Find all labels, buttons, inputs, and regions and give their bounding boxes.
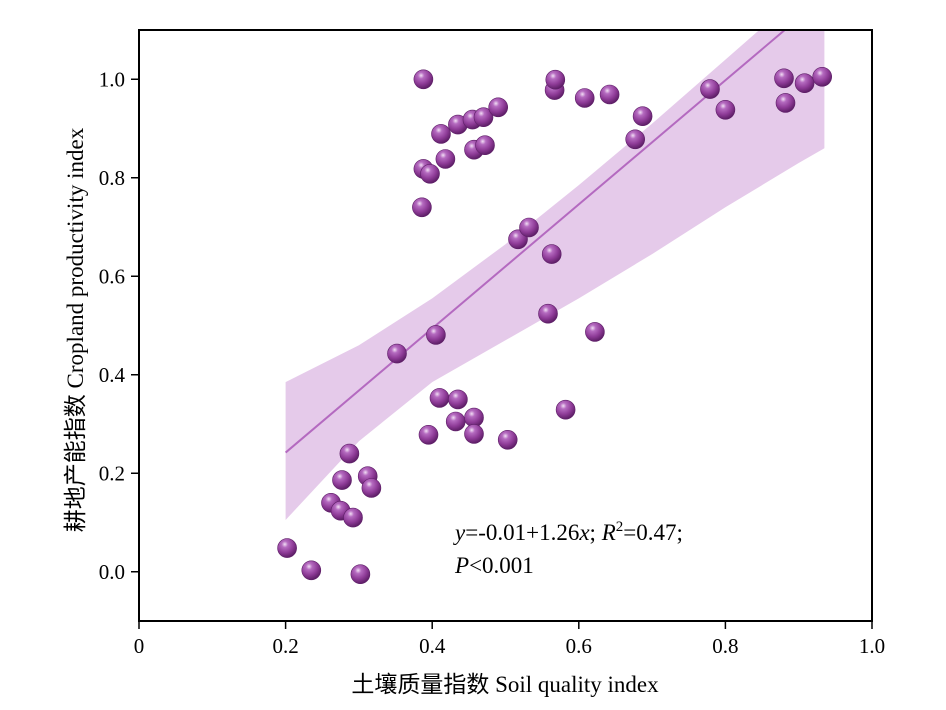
data-point [445, 411, 466, 432]
eq-separator: ; [590, 520, 602, 545]
fit-line-layer [284, 30, 787, 454]
data-point [585, 322, 605, 342]
x-tick-label: 0.8 [712, 634, 738, 658]
fit-line [284, 30, 787, 454]
data-point [332, 470, 352, 490]
p-value: P<0.001 [454, 553, 534, 578]
y-tick-label: 0.0 [99, 560, 125, 584]
data-point [343, 507, 363, 528]
data-point [413, 69, 434, 90]
x-axis-ticks: 0 0.2 0.4 0.6 0.8 1.0 [134, 621, 885, 658]
data-point [435, 149, 456, 169]
data-point [599, 84, 620, 105]
x-tick-label: 0.2 [272, 634, 298, 658]
data-point [418, 424, 439, 445]
data-point [497, 429, 518, 450]
data-point [420, 164, 440, 184]
x-tick-label: 0.4 [419, 634, 446, 658]
y-axis-ticks: 0.0 0.2 0.4 0.6 0.8 1.0 [99, 67, 139, 584]
data-point [625, 129, 646, 150]
data-point [519, 217, 539, 238]
eq-r-superscript: 2 [616, 519, 624, 535]
y-axis-title: 耕地产能指数 Cropland productivity index [63, 127, 88, 532]
eq-x-symbol: x [578, 520, 590, 545]
y-tick-label: 0.4 [99, 363, 126, 387]
data-point [700, 79, 720, 99]
x-axis-title: 土壤质量指数 Soil quality index [351, 672, 659, 697]
data-point [387, 343, 407, 364]
data-point [431, 124, 451, 144]
data-point [774, 68, 794, 89]
data-point [464, 424, 484, 444]
data-point [555, 399, 576, 420]
p-symbol: P [454, 553, 469, 578]
data-point [812, 67, 833, 87]
data-point [538, 303, 558, 324]
data-point [277, 538, 297, 558]
y-tick-label: 0.8 [99, 166, 125, 190]
x-tick-label: 0 [134, 634, 145, 658]
eq-y-symbol: y [453, 520, 466, 545]
data-point [426, 325, 446, 345]
plot-frame [138, 29, 873, 622]
confidence-band-layer [285, 30, 825, 520]
data-point [775, 93, 796, 113]
data-point [412, 197, 432, 218]
data-point [794, 73, 815, 93]
regression-equation: y=-0.01+1.26x; R2=0.47; [453, 519, 683, 545]
data-point [339, 443, 360, 464]
x-tick-label: 1.0 [859, 634, 885, 658]
eq-body: =-0.01+1.26 [465, 520, 579, 545]
data-point [715, 100, 736, 120]
p-rest: <0.001 [469, 553, 534, 578]
y-tick-label: 0.2 [99, 461, 125, 485]
data-point [475, 135, 495, 155]
data-point [448, 389, 468, 410]
eq-r2-value: =0.47; [623, 520, 683, 545]
y-tick-label: 1.0 [99, 67, 125, 91]
data-point [545, 69, 566, 90]
eq-r-symbol: R [601, 520, 616, 545]
data-point [473, 107, 494, 127]
data-point [632, 106, 653, 126]
data-point [574, 88, 595, 108]
data-point [361, 478, 382, 498]
y-tick-label: 0.6 [99, 264, 125, 288]
data-points-layer [277, 67, 833, 585]
data-point [541, 244, 562, 264]
data-point [350, 564, 371, 585]
data-point [429, 388, 450, 408]
confidence-band [285, 30, 825, 520]
data-point [488, 97, 509, 118]
x-tick-label: 0.6 [566, 634, 592, 658]
data-point [301, 560, 322, 581]
